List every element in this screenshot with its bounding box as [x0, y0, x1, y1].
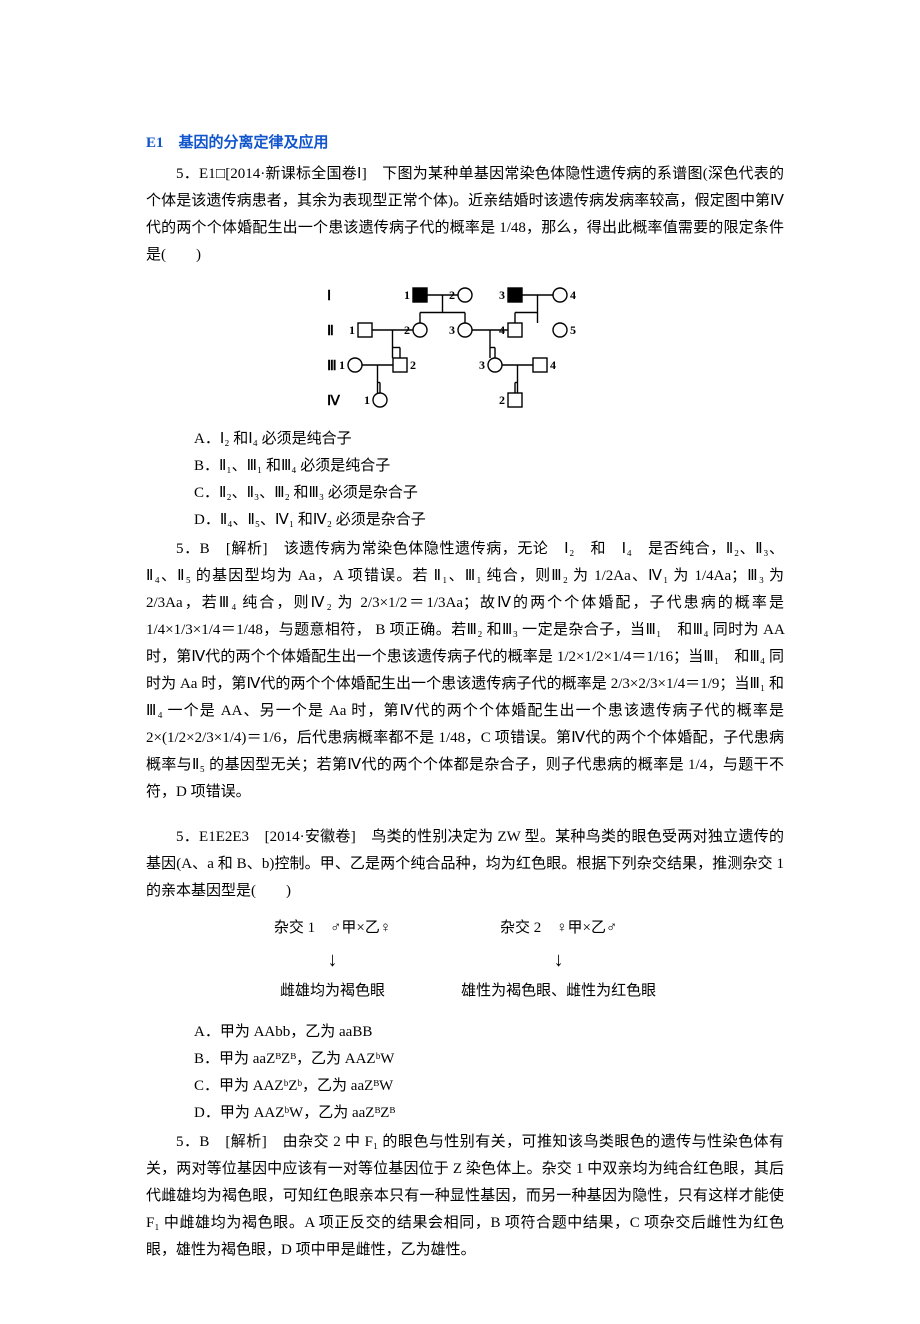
svg-text:Ⅰ: Ⅰ — [327, 289, 331, 304]
svg-text:2: 2 — [404, 323, 410, 337]
page: E1 基因的分离定律及应用 5．E1□[2014·新课标全国卷Ⅰ] 下图为某种单… — [0, 0, 920, 1324]
cross-2-title: 杂交 2 ♀甲×乙♂ — [500, 915, 617, 942]
section-heading: E1 基因的分离定律及应用 — [146, 130, 784, 157]
down-arrow-icon: ↓ — [327, 944, 337, 976]
q2-answer: 5．B [解析] 由杂交 2 中 F₁ 的眼色与性别有关，可推知该鸟类眼色的遗传… — [146, 1129, 784, 1264]
q1-answer: 5．B [解析] 该遗传病为常染色体隐性遗传病，无论 Ⅰ₂ 和 Ⅰ₄ 是否纯合，… — [146, 536, 784, 806]
svg-text:3: 3 — [499, 288, 505, 302]
svg-text:2: 2 — [499, 393, 505, 407]
q1-choice-c: C．Ⅱ₂、Ⅱ₃、Ⅲ₂ 和Ⅲ₃ 必须是杂合子 — [194, 480, 784, 507]
q1-choice-a: A．Ⅰ₂ 和Ⅰ₄ 必须是纯合子 — [194, 426, 784, 453]
pedigree-svg: Ⅰ Ⅱ Ⅲ Ⅳ 1 2 3 4 1 2 3 4 5 1 2 3 4 1 2 — [315, 275, 615, 420]
q1-choice-d: D．Ⅱ₄、Ⅱ₅、Ⅳ₁ 和Ⅳ₂ 必须是杂合子 — [194, 507, 784, 534]
svg-text:2: 2 — [449, 288, 455, 302]
cross-1: 杂交 1 ♂甲×乙♀ ↓ 雌雄均为褐色眼 — [274, 915, 391, 1005]
q2-choice-b: B．甲为 aaZᴮZᴮ，乙为 AAZᵇW — [194, 1046, 784, 1073]
q2-choice-d: D．甲为 AAZᵇW，乙为 aaZᴮZᴮ — [194, 1100, 784, 1127]
svg-text:Ⅳ: Ⅳ — [327, 394, 341, 409]
q1-choices: A．Ⅰ₂ 和Ⅰ₄ 必须是纯合子 B．Ⅱ₁、Ⅲ₁ 和Ⅲ₄ 必须是纯合子 C．Ⅱ₂、… — [194, 426, 784, 534]
q2-choice-c: C．甲为 AAZᵇZᵇ，乙为 aaZᴮW — [194, 1073, 784, 1100]
cross-2: 杂交 2 ♀甲×乙♂ ↓ 雄性为褐色眼、雌性为红色眼 — [461, 915, 656, 1005]
svg-text:1: 1 — [349, 323, 355, 337]
svg-text:3: 3 — [479, 358, 485, 372]
cross-1-result: 雌雄均为褐色眼 — [280, 978, 385, 1005]
q1-stem: 5．E1□[2014·新课标全国卷Ⅰ] 下图为某种单基因常染色体隐性遗传病的系谱… — [146, 161, 784, 269]
q2-stem: 5．E1E2E3 [2014·安徽卷] 鸟类的性别决定为 ZW 型。某种鸟类的眼… — [146, 824, 784, 905]
svg-text:1: 1 — [404, 288, 410, 302]
svg-text:3: 3 — [449, 323, 455, 337]
q2-choices: A．甲为 AAbb，乙为 aaBB B．甲为 aaZᴮZᴮ，乙为 AAZᵇW C… — [194, 1019, 784, 1127]
svg-text:1: 1 — [364, 393, 370, 407]
cross-2-result: 雄性为褐色眼、雌性为红色眼 — [461, 978, 656, 1005]
down-arrow-icon: ↓ — [554, 944, 564, 976]
svg-text:1: 1 — [339, 358, 345, 372]
q2-choice-a: A．甲为 AAbb，乙为 aaBB — [194, 1019, 784, 1046]
pedigree-figure: Ⅰ Ⅱ Ⅲ Ⅳ 1 2 3 4 1 2 3 4 5 1 2 3 4 1 2 — [146, 275, 784, 420]
q1-choice-b: B．Ⅱ₁、Ⅲ₁ 和Ⅲ₄ 必须是纯合子 — [194, 453, 784, 480]
svg-text:2: 2 — [410, 358, 416, 372]
svg-text:4: 4 — [550, 358, 556, 372]
svg-text:4: 4 — [570, 288, 576, 302]
svg-text:4: 4 — [499, 323, 505, 337]
cross-figure: 杂交 1 ♂甲×乙♀ ↓ 雌雄均为褐色眼 杂交 2 ♀甲×乙♂ ↓ 雄性为褐色眼… — [146, 915, 784, 1005]
svg-text:5: 5 — [570, 323, 576, 337]
cross-1-title: 杂交 1 ♂甲×乙♀ — [274, 915, 391, 942]
svg-text:Ⅲ: Ⅲ — [327, 359, 337, 374]
svg-text:Ⅱ: Ⅱ — [327, 324, 334, 339]
spacer — [146, 806, 784, 824]
